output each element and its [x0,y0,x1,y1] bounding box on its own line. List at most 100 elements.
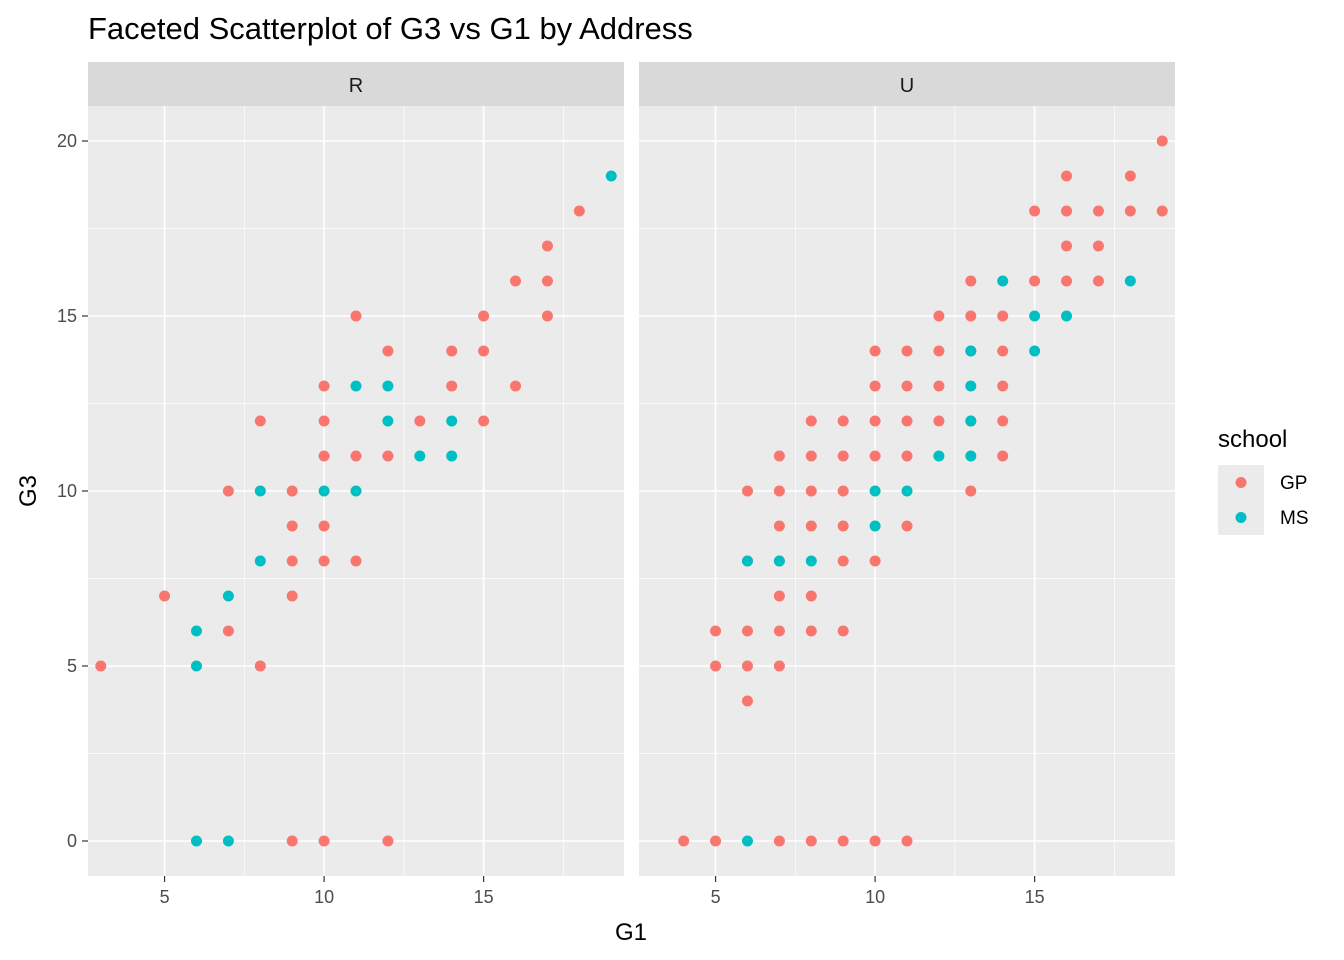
data-point-gp [997,310,1009,322]
data-point-ms [190,835,202,847]
data-point-gp [286,485,298,497]
data-point-ms [222,835,234,847]
data-point-gp [805,450,817,462]
data-point-ms [965,380,977,392]
data-point-gp [1092,240,1104,252]
data-point-gp [869,450,881,462]
data-point-gp [710,660,722,672]
y-tick-label: 5 [67,656,77,676]
data-point-gp [997,345,1009,357]
x-tick-label: 15 [1025,887,1045,907]
data-point-gp [773,625,785,637]
data-point-gp [869,835,881,847]
data-point-ms [318,485,330,497]
data-point-ms [933,450,945,462]
data-point-gp [286,555,298,567]
series-ms [741,275,1136,847]
data-point-ms [965,345,977,357]
data-point-gp [741,695,753,707]
data-point-gp [318,520,330,532]
data-point-gp [414,415,426,427]
data-point-gp [933,310,945,322]
data-point-gp [869,415,881,427]
data-point-gp [773,660,785,672]
data-point-gp [222,485,234,497]
facet-strip [639,62,1175,106]
data-point-gp [869,345,881,357]
data-point-ms [254,485,266,497]
data-point-gp [382,835,394,847]
data-point-gp [837,415,849,427]
data-point-gp [446,380,458,392]
y-tick-label: 20 [57,131,77,151]
data-point-gp [773,590,785,602]
legend-label-gp: GP [1280,473,1307,494]
data-point-gp [773,520,785,532]
data-point-gp [773,450,785,462]
x-axis: 5 10 15 5 10 15 [160,876,1045,907]
y-tick-label: 10 [57,481,77,501]
data-point-gp [254,415,266,427]
data-point-gp [286,520,298,532]
data-point-gp [710,625,722,637]
data-point-gp [805,835,817,847]
data-point-ms [1029,310,1041,322]
data-point-ms [869,520,881,532]
data-point-ms [965,415,977,427]
data-point-gp [805,485,817,497]
data-point-ms [350,380,362,392]
data-point-ms [773,555,785,567]
data-point-gp [254,660,266,672]
data-point-gp [901,835,913,847]
data-point-ms [741,555,753,567]
data-point-ms [1061,310,1073,322]
data-point-gp [997,450,1009,462]
data-point-gp [318,450,330,462]
legend-key-gp [1235,477,1247,488]
data-point-gp [1061,170,1073,182]
facet-panel-u: U [639,62,1175,876]
data-point-gp [1029,275,1041,287]
data-point-gp [837,555,849,567]
data-point-gp [1156,205,1168,217]
data-point-ms [350,485,362,497]
data-point-ms [741,835,753,847]
data-point-ms [901,485,913,497]
data-point-gp [933,345,945,357]
legend: school GP MS [1218,426,1309,535]
data-point-gp [837,835,849,847]
data-point-ms [382,380,394,392]
data-point-gp [1061,205,1073,217]
x-tick-label: 10 [314,887,334,907]
x-tick-label: 5 [160,887,170,907]
data-point-ms [869,485,881,497]
data-point-gp [478,415,490,427]
data-point-gp [933,380,945,392]
data-point-gp [1124,205,1136,217]
data-point-gp [510,380,522,392]
x-tick-label: 15 [474,887,494,907]
facet-strip-label: U [900,75,914,97]
data-point-gp [1029,205,1041,217]
data-point-gp [541,275,553,287]
data-point-gp [773,835,785,847]
data-point-gp [350,310,362,322]
data-point-gp [869,380,881,392]
data-point-ms [605,170,617,182]
y-tick-label: 0 [67,831,77,851]
data-point-ms [190,625,202,637]
x-tick-label: 10 [865,887,885,907]
data-point-gp [541,240,553,252]
data-point-gp [159,590,171,602]
legend-title: school [1218,426,1287,453]
data-point-gp [901,450,913,462]
data-point-gp [933,415,945,427]
data-point-gp [573,205,585,217]
data-point-gp [478,345,490,357]
data-point-gp [1156,135,1168,147]
data-point-gp [837,520,849,532]
facet-strip [88,62,624,106]
data-point-gp [1092,205,1104,217]
data-point-ms [446,450,458,462]
